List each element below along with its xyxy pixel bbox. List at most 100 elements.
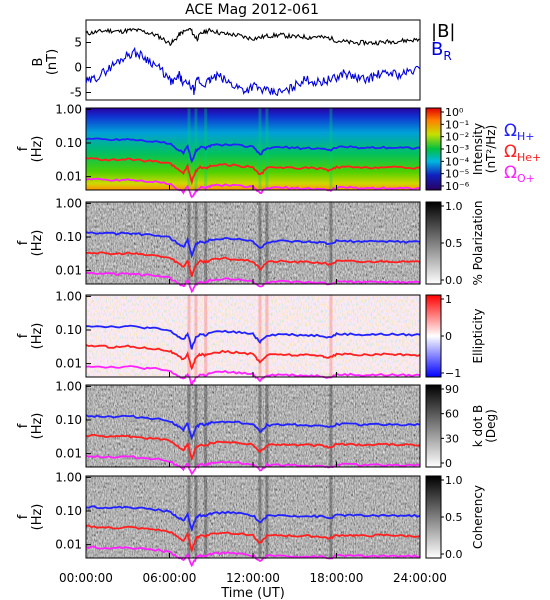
x-tick-label-1: 06:00:00 — [143, 571, 197, 585]
intensity-cbar-tick-label-0: 10⁰ — [445, 106, 464, 119]
intensity-cbar-tick-label-5: 10⁻⁵ — [445, 168, 469, 181]
legend-omega-oplus: ΩO+ — [504, 163, 535, 185]
kdotb-cbar-label-1: (Deg) — [484, 409, 498, 443]
intensity-cbar-tick-label-1: 10⁻¹ — [445, 118, 469, 131]
polarization-ylabel-units: (Hz) — [30, 230, 45, 257]
polarization-ytick-label-1: 0.10 — [55, 230, 82, 244]
intensity-cbar-tick-label-4: 10⁻⁴ — [445, 155, 470, 168]
bfield-ytick-label-1: 0 — [74, 61, 82, 75]
legend-omega-hplus-sub: H+ — [517, 130, 535, 143]
bfield-ylabel-units: (nT) — [45, 49, 60, 75]
kdotb-gyro-oplus-line — [85, 454, 421, 476]
kdotb-gyro-hplus-line — [85, 414, 421, 441]
legend-omega-heplus-sub: He+ — [517, 151, 541, 164]
coherency-colorbar — [425, 475, 442, 559]
x-tick-label-0: 00:00:00 — [59, 571, 113, 585]
x-tick-label-4: 24:00:00 — [393, 571, 447, 585]
kdotb-ytick-label-0: 1.00 — [55, 379, 82, 393]
intensity-ylabel: f — [16, 146, 31, 151]
x-tick-label-3: 18:00:00 — [310, 571, 364, 585]
x-axis-label: Time (UT) — [220, 586, 285, 600]
polarization-colorbar — [425, 201, 442, 285]
coherency-panel: 1.00 0.10 0.01 f (Hz) 1.0 0.5 0.0 Coherency — [16, 470, 485, 568]
kdotb-cbar-tick-label-0: 90 — [445, 383, 459, 396]
legend-omega-hplus-symbol: Ω — [504, 121, 517, 141]
polarization-gyro-oplus-line — [85, 271, 421, 294]
kdotb-ylabel: f — [16, 423, 31, 428]
coherency-cbar-tick-label-0: 1.0 — [445, 474, 463, 487]
intensity-streak-5 — [329, 108, 333, 190]
coherency-cbar-label-0: Coherency — [471, 485, 485, 549]
ellipticity-ylabel: f — [16, 333, 31, 338]
coherency-ylabel-units: (Hz) — [30, 504, 45, 531]
coherency-gyro-heplus-line — [85, 524, 421, 554]
legend-b-radial-subscript: R — [443, 49, 451, 63]
kdotb-cbar-tick-label-1: 60 — [445, 408, 459, 421]
ellipticity-ytick-label-0: 1.00 — [55, 289, 82, 303]
ellipticity-ytick-label-1: 0.10 — [55, 323, 82, 337]
x-tick-label-2: 12:00:00 — [226, 571, 280, 585]
coherency-streak-3 — [258, 476, 262, 558]
intensity-cbar-label-0: Intensity — [471, 123, 485, 175]
legend-omega-hplus: ΩH+ — [504, 121, 535, 143]
intensity-ytick-label-1: 0.10 — [55, 136, 82, 150]
ellipticity-cbar-label-0: Ellipticity — [471, 309, 485, 364]
coherency-gyro-oplus-line — [85, 545, 421, 568]
kdotb-ylabel-units: (Hz) — [30, 413, 45, 440]
polarization-ytick-label-2: 0.01 — [55, 264, 82, 278]
intensity-ylabel-units: (Hz) — [30, 136, 45, 163]
legend-omega-heplus: ΩHe+ — [504, 142, 541, 164]
ellipticity-cbar-tick-label-1: 0 — [445, 330, 452, 343]
polarization-ylabel: f — [16, 240, 31, 245]
coherency-gyro-hplus-line — [85, 505, 421, 533]
intensity-image — [86, 108, 420, 190]
polarization-cbar-tick-label-1: 0.5 — [445, 237, 463, 250]
ellipticity-cbar-tick-label-2: −1 — [445, 367, 461, 380]
kdotb-colorbar — [425, 384, 442, 468]
polarization-cbar-tick-label-0: 1.0 — [445, 200, 463, 213]
coherency-ytick-label-2: 0.01 — [55, 538, 82, 552]
coherency-ytick-label-0: 1.00 — [55, 470, 82, 484]
intensity-gyro-heplus-line — [85, 157, 421, 186]
gyro-legend: ΩH+ ΩHe+ ΩO+ — [504, 121, 541, 185]
intensity-cbar-tick-label-2: 10⁻² — [445, 131, 469, 144]
polarization-cbar-label-0: % Polarization — [471, 201, 485, 286]
chart-title: ACE Mag 2012-061 — [185, 2, 319, 18]
intensity-gyro-oplus-line — [85, 177, 421, 199]
intensity-streak-3 — [258, 108, 262, 190]
polarization-ytick-label-0: 1.00 — [55, 196, 82, 210]
intensity-panel: 1.00 0.10 0.01 f (Hz) 10⁰10⁻¹10⁻²10⁻³10⁻⁴10⁻⁵… — [16, 102, 498, 199]
b-total-line — [85, 27, 421, 47]
kdotb-gyro-heplus-line — [85, 434, 421, 462]
polarization-streak-3 — [258, 202, 262, 284]
kdotb-streak-2 — [204, 385, 208, 467]
ellipticity-streak-5 — [329, 295, 333, 377]
bfield-ytick-label-0: 5 — [74, 36, 82, 50]
ellipticity-colorbar — [425, 294, 442, 378]
intensity-cbar-label-1: (nT²/Hz) — [484, 125, 498, 173]
polarization-gyro-heplus-line — [85, 251, 421, 277]
coherency-cbar-tick-label-1: 0.5 — [445, 511, 463, 524]
kdotb-image — [86, 385, 420, 467]
intensity-cbar-tick-label-6: 10⁻⁶ — [445, 180, 470, 193]
legend-b-radial-letter: B — [431, 39, 443, 60]
ellipticity-streak-3 — [258, 295, 262, 377]
intensity-ytick-label-2: 0.01 — [55, 170, 82, 184]
coherency-cbar-tick-label-2: 0.0 — [445, 548, 463, 561]
ellipticity-ylabel-units: (Hz) — [30, 323, 45, 350]
bfield-plot-frame — [85, 19, 421, 101]
bfield-ytick-label-2: -5 — [70, 86, 82, 100]
ellipticity-gyro-hplus-line — [85, 324, 421, 350]
polarization-panel: 1.00 0.10 0.01 f (Hz) 1.0 0.5 0.0 % Polarization — [16, 196, 485, 294]
ellipticity-gyro-oplus-line — [85, 365, 421, 389]
kdotb-cbar-label-0: k dot B — [471, 405, 485, 447]
legend-b-radial: BR — [431, 39, 452, 63]
intensity-colorbar — [425, 107, 442, 191]
coherency-streak-5 — [329, 476, 333, 558]
kdotb-ytick-label-2: 0.01 — [55, 447, 82, 461]
legend-omega-oplus-sub: O+ — [517, 172, 535, 185]
ellipticity-image — [86, 295, 420, 377]
bfield-panel: 50-5 B (nT) |B| BR — [31, 19, 455, 101]
intensity-gyro-hplus-line — [85, 137, 421, 164]
